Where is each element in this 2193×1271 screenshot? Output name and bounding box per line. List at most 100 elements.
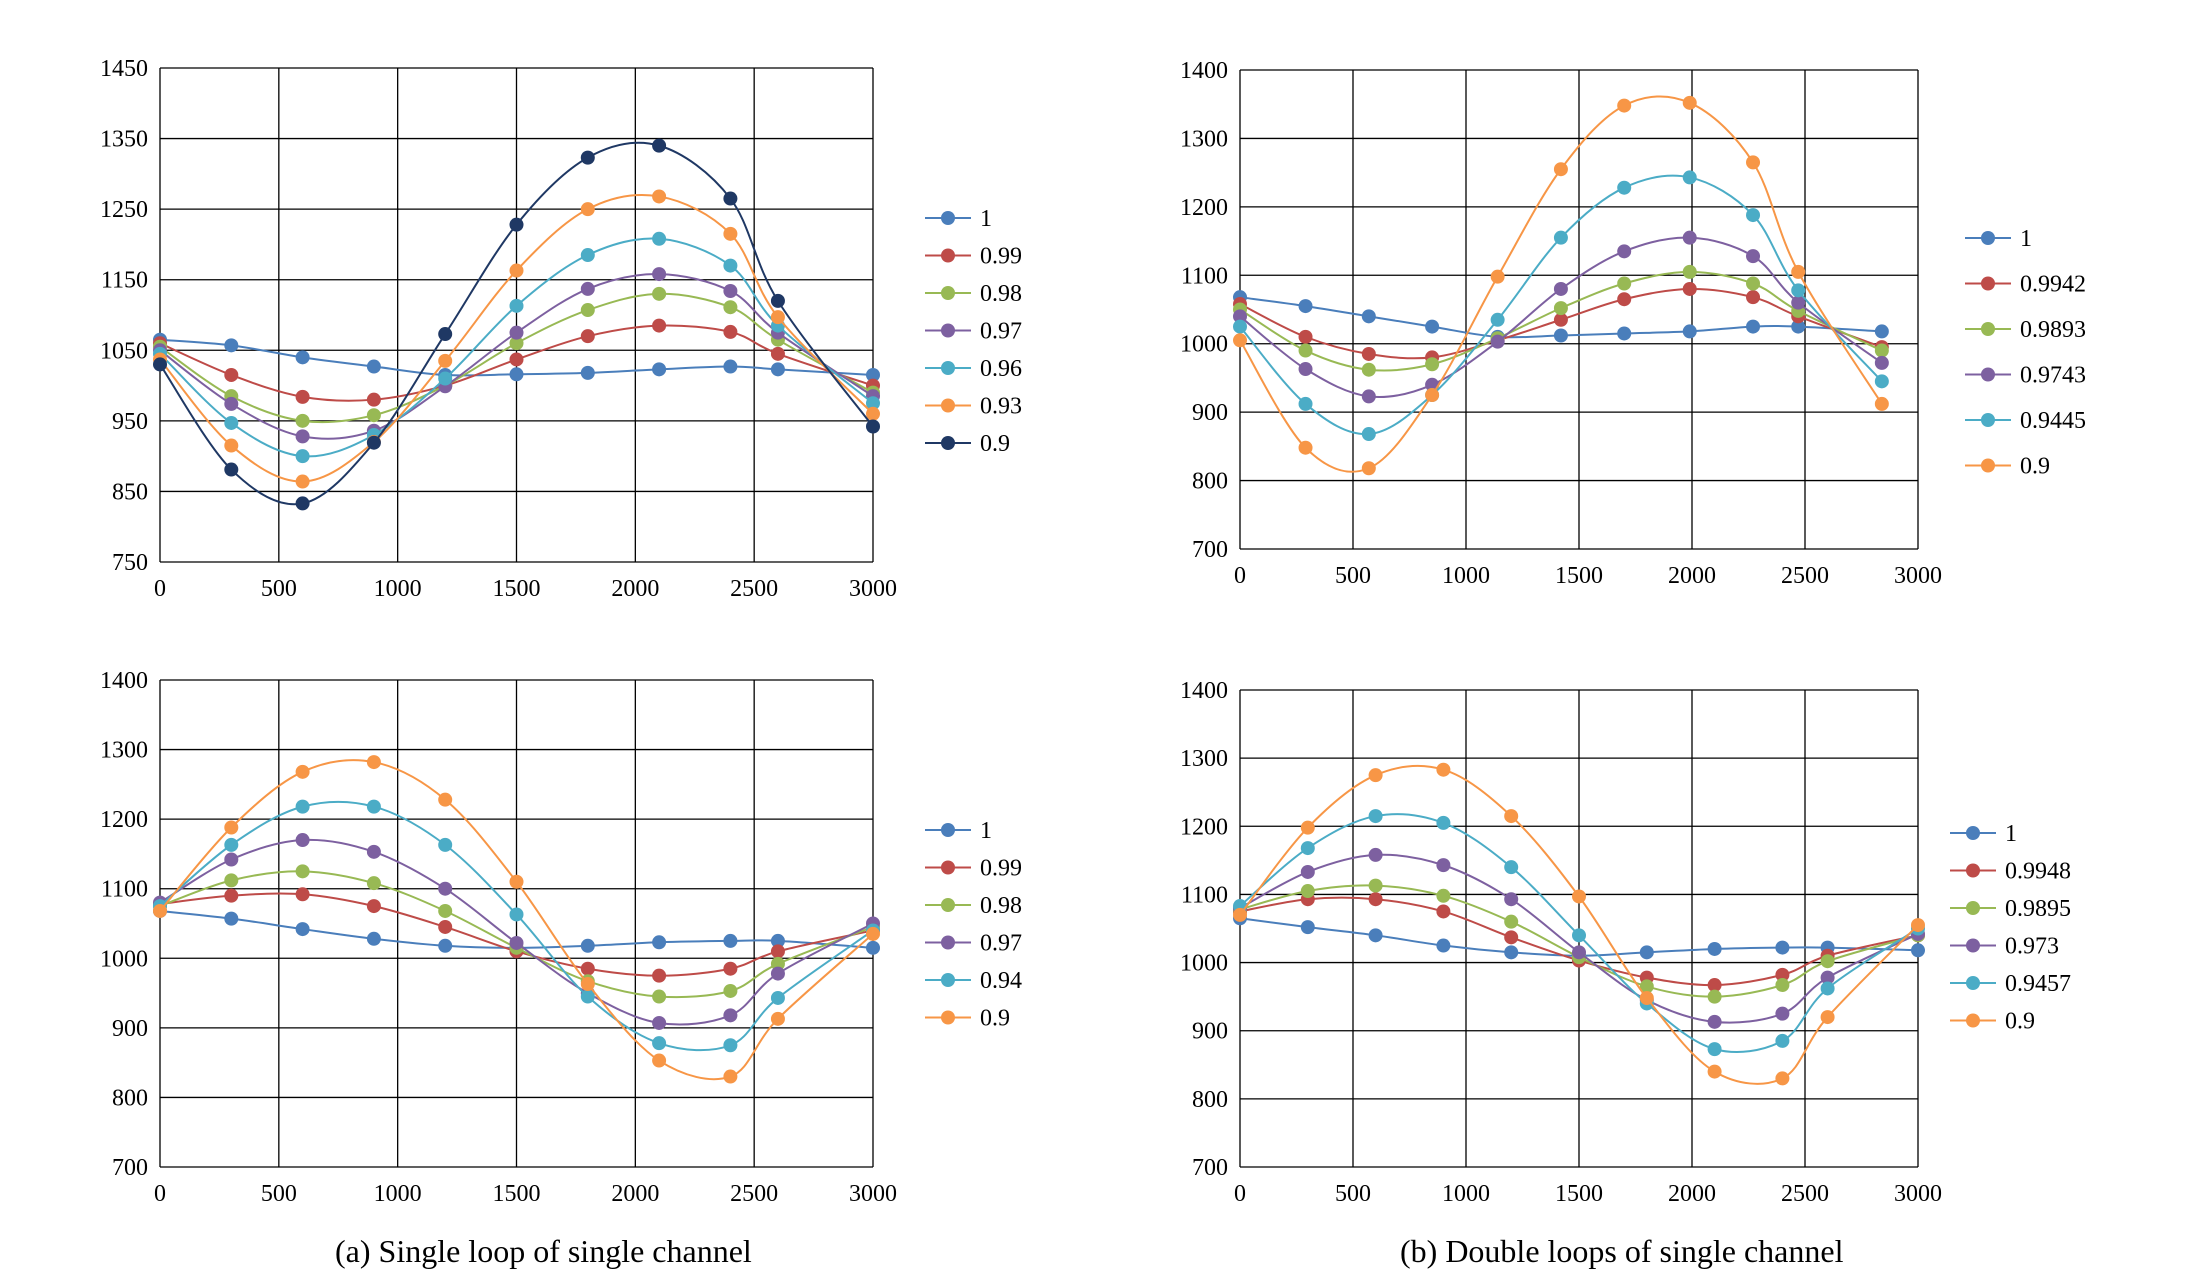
data-point bbox=[509, 352, 524, 367]
legend-swatch-marker bbox=[941, 248, 955, 263]
data-point bbox=[1300, 884, 1315, 899]
x-tick-label: 1500 bbox=[1555, 563, 1603, 589]
data-point bbox=[1639, 979, 1654, 994]
data-point bbox=[1707, 978, 1722, 993]
data-point bbox=[295, 474, 310, 489]
y-tick-label: 1100 bbox=[1181, 882, 1228, 908]
data-point bbox=[366, 435, 381, 450]
data-point bbox=[1233, 319, 1247, 334]
chart-panel-1: 750 850 950 1050 1150 1250 1350 1450 0 500 1000 150… bbox=[100, 56, 1022, 602]
data-point bbox=[1233, 907, 1247, 922]
data-point bbox=[1617, 276, 1632, 291]
data-point bbox=[580, 938, 595, 953]
data-point bbox=[1233, 333, 1247, 348]
data-point bbox=[509, 298, 524, 313]
data-point bbox=[1553, 328, 1568, 343]
series-0.9 bbox=[153, 138, 880, 511]
legend-item: 0.97 bbox=[925, 319, 1022, 345]
y-tick-label: 1400 bbox=[100, 668, 148, 694]
y-tick-label: 1200 bbox=[1180, 195, 1228, 221]
series-0.9 bbox=[1233, 762, 1925, 1086]
x-tick-label: 1000 bbox=[374, 576, 422, 602]
x-tick-label: 0 bbox=[154, 1181, 166, 1207]
data-point bbox=[438, 327, 453, 342]
y-tick-label: 800 bbox=[112, 1085, 148, 1111]
data-point bbox=[1490, 312, 1505, 327]
data-point bbox=[1298, 299, 1313, 314]
data-point bbox=[1436, 938, 1451, 953]
legend: 1 0.99 0.98 0.97 0.96 0.93 0.9 bbox=[925, 206, 1022, 457]
y-tick-label: 1200 bbox=[100, 807, 148, 833]
data-point bbox=[438, 837, 453, 852]
x-tick-label: 500 bbox=[1335, 563, 1371, 589]
data-point bbox=[1874, 355, 1889, 370]
data-point bbox=[652, 362, 667, 377]
data-point bbox=[723, 1008, 738, 1023]
data-point bbox=[438, 903, 453, 918]
legend-swatch-marker bbox=[1966, 863, 1980, 878]
data-point bbox=[652, 231, 667, 246]
data-point bbox=[652, 935, 667, 950]
data-point bbox=[1425, 388, 1440, 403]
x-tick-label: 1500 bbox=[1555, 1181, 1603, 1207]
data-point bbox=[1553, 281, 1568, 296]
legend-item: 0.96 bbox=[925, 356, 1022, 382]
data-point bbox=[652, 1015, 667, 1030]
data-point bbox=[509, 325, 524, 340]
legend-item: 0.9743 bbox=[1965, 363, 2086, 389]
legend-swatch-marker bbox=[941, 323, 955, 338]
legend-swatch-marker bbox=[941, 211, 955, 225]
data-point bbox=[438, 792, 453, 807]
y-tick-label: 800 bbox=[1192, 469, 1228, 495]
data-point bbox=[295, 764, 310, 779]
data-point bbox=[770, 293, 785, 308]
caption-a: (a) Single loop of single channel bbox=[335, 1233, 752, 1269]
legend-swatch-marker bbox=[1981, 322, 1995, 336]
gridlines bbox=[1239, 69, 1919, 550]
data-point bbox=[1298, 362, 1313, 377]
data-point bbox=[1746, 155, 1761, 170]
data-point bbox=[1746, 319, 1761, 334]
data-point bbox=[1707, 1042, 1722, 1057]
y-tick-label: 1000 bbox=[100, 946, 148, 972]
data-point bbox=[153, 357, 167, 372]
data-point bbox=[866, 396, 880, 411]
legend-label: 0.9445 bbox=[2020, 408, 2086, 434]
data-point bbox=[1504, 892, 1519, 907]
data-point bbox=[366, 931, 381, 946]
series-0.9743 bbox=[1233, 230, 1889, 404]
legend-label: 0.97 bbox=[980, 319, 1022, 345]
y-tick-label: 1450 bbox=[100, 56, 148, 82]
data-point bbox=[652, 267, 667, 282]
data-point bbox=[153, 903, 167, 918]
data-point bbox=[1504, 809, 1519, 824]
data-point bbox=[723, 284, 738, 299]
data-point bbox=[509, 217, 524, 232]
data-point bbox=[224, 415, 239, 430]
data-point bbox=[770, 346, 785, 361]
legend-label: 0.9 bbox=[2005, 1009, 2035, 1035]
x-tick-label: 2000 bbox=[611, 1181, 659, 1207]
caption-b: (b) Double loops of single channel bbox=[1400, 1233, 1844, 1269]
data-point bbox=[1490, 269, 1505, 284]
data-point bbox=[1361, 309, 1376, 324]
legend-swatch-marker bbox=[1981, 276, 1995, 291]
x-tick-label: 3000 bbox=[849, 1181, 897, 1207]
data-point bbox=[1639, 945, 1654, 960]
legend: 1 0.9948 0.9895 0.973 0.9457 0.9 bbox=[1950, 821, 2071, 1035]
data-point bbox=[366, 844, 381, 859]
x-tick-label: 2500 bbox=[1781, 1181, 1829, 1207]
legend-item: 0.94 bbox=[925, 968, 1022, 994]
data-point bbox=[1361, 362, 1376, 377]
data-point bbox=[295, 887, 310, 902]
data-point bbox=[770, 966, 785, 981]
y-tick-label: 1100 bbox=[101, 877, 148, 903]
data-point bbox=[295, 496, 310, 511]
legend-item: 0.9 bbox=[925, 1006, 1010, 1032]
data-point bbox=[1361, 461, 1376, 476]
y-tick-label: 1000 bbox=[1180, 951, 1228, 977]
legend-item: 0.99 bbox=[925, 856, 1022, 882]
x-tick-label: 2500 bbox=[1781, 563, 1829, 589]
data-point bbox=[1300, 820, 1315, 835]
data-point bbox=[1639, 991, 1654, 1006]
